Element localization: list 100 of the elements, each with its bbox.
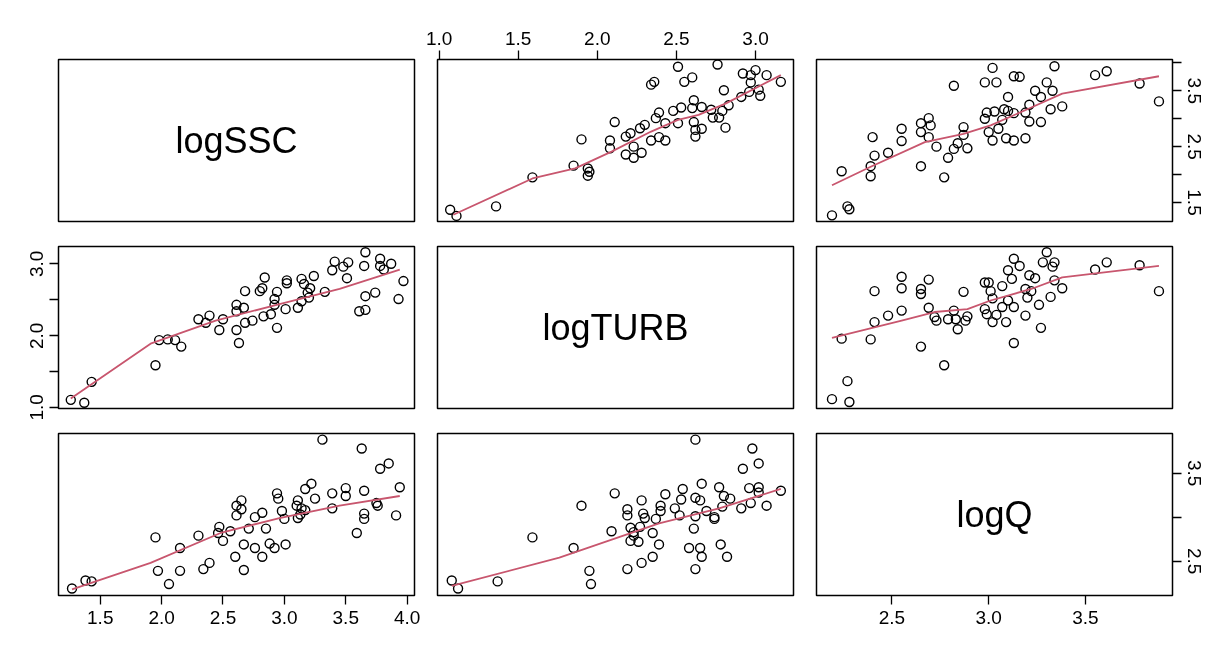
- point: [198, 563, 209, 575]
- point: [736, 91, 747, 103]
- point: [1020, 107, 1031, 118]
- y-tick-label: 2.5: [1183, 547, 1205, 575]
- point: [712, 59, 723, 70]
- y-tick-label: 2.5: [1183, 133, 1205, 160]
- point: [745, 69, 756, 81]
- point: [343, 257, 354, 268]
- point: [1057, 101, 1068, 112]
- point: [865, 161, 876, 172]
- point: [385, 258, 397, 269]
- point: [775, 76, 787, 88]
- point: [150, 532, 161, 543]
- point: [1101, 66, 1112, 77]
- point: [989, 106, 1000, 117]
- point: [1002, 105, 1014, 117]
- point: [672, 61, 684, 72]
- point: [296, 296, 307, 307]
- point: [393, 293, 404, 305]
- point: [150, 360, 161, 371]
- point: [687, 72, 698, 83]
- point: [981, 107, 992, 118]
- point: [650, 112, 662, 124]
- point: [942, 152, 954, 164]
- point: [358, 508, 370, 519]
- point: [249, 542, 261, 554]
- point: [271, 286, 283, 298]
- point: [979, 113, 991, 124]
- point: [243, 523, 254, 534]
- point: [174, 565, 186, 577]
- point: [713, 112, 725, 123]
- point: [628, 152, 639, 164]
- point: [696, 101, 707, 113]
- point: [86, 576, 97, 587]
- point: [295, 509, 306, 520]
- point: [896, 135, 907, 147]
- point: [79, 397, 90, 408]
- point: [308, 270, 320, 282]
- point: [696, 123, 707, 134]
- point: [1041, 77, 1052, 88]
- point: [915, 117, 927, 129]
- point: [720, 122, 731, 133]
- point: [269, 542, 280, 554]
- point: [688, 95, 700, 106]
- point: [675, 102, 687, 113]
- point: [204, 310, 215, 321]
- point: [360, 290, 371, 302]
- point: [247, 315, 258, 326]
- point: [1047, 85, 1058, 96]
- point: [152, 565, 164, 577]
- point: [1008, 135, 1020, 146]
- point: [329, 256, 340, 267]
- y-tick-label: 3.5: [1183, 77, 1205, 104]
- x-tick-label: 1.0: [425, 27, 453, 49]
- point: [358, 485, 370, 496]
- point: [327, 503, 338, 514]
- point: [948, 80, 960, 91]
- point: [193, 314, 204, 325]
- point: [745, 77, 756, 88]
- point: [737, 68, 749, 79]
- point: [358, 513, 370, 525]
- point: [609, 116, 620, 128]
- point: [193, 530, 204, 541]
- point: [258, 311, 269, 322]
- point: [931, 141, 942, 152]
- point: [374, 253, 386, 264]
- point: [915, 126, 927, 138]
- text: logQ: [956, 494, 1033, 535]
- point: [249, 511, 261, 523]
- point: [1008, 71, 1020, 82]
- point: [351, 527, 362, 539]
- point: [997, 114, 1008, 126]
- point: [690, 131, 701, 142]
- x-tick-label: 2.5: [209, 606, 237, 628]
- point: [1024, 116, 1035, 127]
- x-tick-label: 1.5: [504, 27, 532, 49]
- point: [690, 124, 701, 136]
- point: [983, 126, 994, 138]
- point: [923, 112, 934, 124]
- point: [239, 285, 251, 297]
- point: [354, 306, 365, 317]
- point: [230, 551, 241, 562]
- point: [300, 483, 311, 495]
- point: [444, 204, 456, 215]
- point: [317, 434, 328, 445]
- point: [645, 135, 657, 146]
- point: [987, 62, 998, 74]
- point: [303, 292, 315, 303]
- point: [653, 131, 665, 143]
- point: [568, 160, 579, 171]
- point: [390, 510, 402, 521]
- point: [292, 512, 304, 524]
- point: [998, 104, 1010, 115]
- point: [296, 273, 307, 285]
- point: [761, 69, 772, 81]
- point: [269, 299, 280, 311]
- point: [1045, 104, 1056, 115]
- point: [490, 201, 502, 212]
- point: [628, 141, 639, 152]
- point: [291, 500, 302, 511]
